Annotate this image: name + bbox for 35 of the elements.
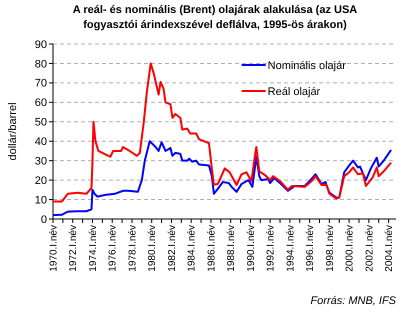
line-series — [52, 62, 392, 202]
chart-title: A reál- és nominális (Brent) olajárak alakulása (az USA fogyasztói árindexszével deflálva, 1995-ös árakon) — [72, 4, 358, 31]
x-tick-label: 2004.I.név — [384, 225, 396, 272]
x-tick-label: 1990.I.név — [246, 225, 257, 272]
legend-label: Nominális olajár — [268, 60, 346, 72]
text: Forrás: MNB, IFS — [310, 295, 397, 307]
x-tick-label: 1996.I.név — [305, 225, 316, 272]
y-tick-label: 0 — [40, 214, 47, 226]
y-axis-title: dollár/barrel — [7, 102, 19, 161]
y-tick-label: 50 — [34, 116, 47, 129]
y-tick-label: 60 — [34, 97, 47, 110]
x-tick-label: 1978.I.név — [127, 225, 138, 272]
x-tick-label: 1986.I.név — [206, 225, 218, 272]
legend-label: Reál olajár — [268, 86, 321, 98]
x-tick-label: 1994.I.név — [285, 225, 296, 272]
x-tick-label: 1998.I.név — [324, 225, 336, 272]
x-tick-label: 1972.I.név — [68, 225, 80, 272]
x-tick-label: 2000.I.név — [344, 225, 356, 272]
x-tick-label: 1976.I.név — [108, 225, 119, 272]
y-tick-label: 80 — [34, 58, 47, 70]
line-series — [52, 140, 392, 216]
x-tick-label: 1970.I.név — [48, 225, 60, 272]
x-tick-label: 2002.I.név — [364, 225, 376, 272]
x-tick-label: 1988.I.név — [226, 225, 238, 272]
y-tick-label: 70 — [34, 78, 47, 90]
x-tick-label: 1984.I.név — [186, 225, 198, 272]
x-tick-label: 1974.I.név — [88, 225, 99, 272]
y-tick-label: 90 — [34, 38, 47, 51]
x-tick-label: 1992.I.név — [266, 225, 277, 272]
x-tick-label: 1980.I.név — [147, 225, 158, 272]
y-tick-label: 40 — [34, 136, 47, 148]
x-tick-label: 1982.I.név — [166, 225, 178, 272]
y-tick-label: 10 — [34, 194, 47, 206]
y-tick-label: 30 — [34, 156, 47, 168]
y-tick-label: 20 — [34, 174, 47, 187]
